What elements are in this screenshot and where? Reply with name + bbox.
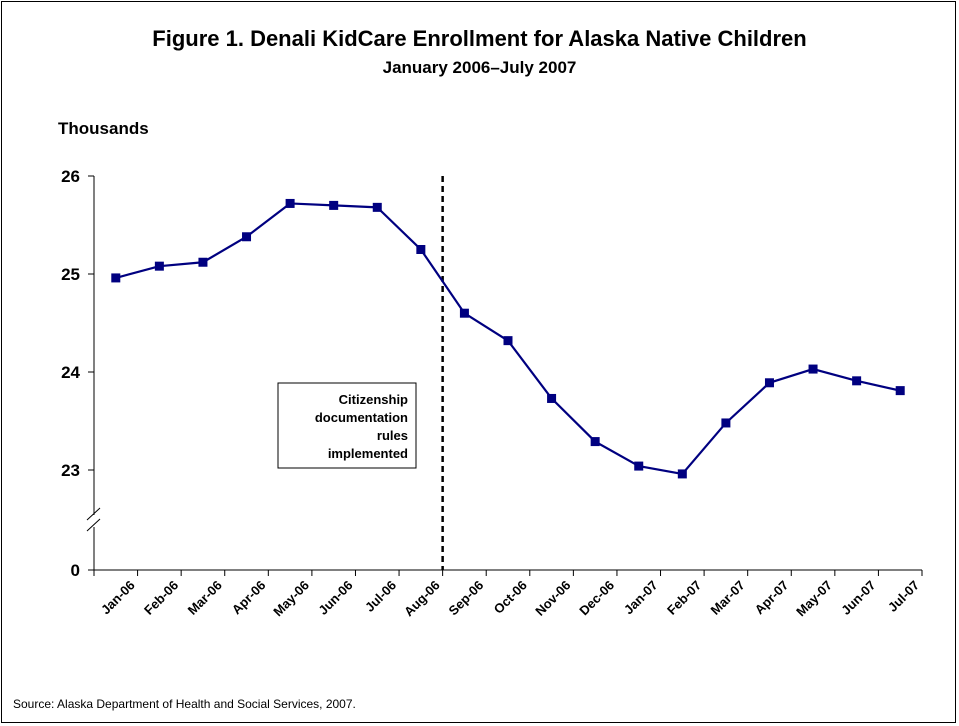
axis-break-mark-lower [86, 518, 101, 532]
y-axis-units-label: Thousands [58, 119, 149, 138]
data-point-marker [808, 364, 818, 374]
data-point-marker [416, 245, 426, 254]
data-point-marker [154, 261, 164, 271]
data-point-marker [764, 378, 774, 388]
x-tick-label: Mar-06 [185, 578, 225, 618]
annotation-text-line: implemented [328, 446, 408, 461]
data-point-marker [503, 336, 513, 346]
x-tick-label: May-07 [793, 578, 835, 620]
x-tick-label: Aug-06 [401, 578, 443, 620]
x-tick-label: Apr-06 [229, 578, 269, 618]
x-tick-label: Dec-06 [576, 578, 617, 619]
x-tick-label: Oct-06 [491, 578, 530, 617]
x-tick-label: Feb-06 [141, 578, 181, 618]
y-tick-label: 26 [61, 167, 80, 186]
x-tick-label: Jan-07 [621, 578, 661, 618]
axis-break-mark-upper [86, 507, 101, 521]
data-point-marker [547, 393, 557, 403]
annotation-text-line: documentation [315, 410, 408, 425]
x-tick-label: May-06 [270, 578, 312, 620]
data-point-marker [329, 200, 339, 210]
data-point-marker [677, 469, 687, 479]
x-tick-label: Jun-07 [838, 578, 878, 618]
data-point-marker [242, 232, 252, 242]
x-tick-label: Sep-06 [446, 578, 487, 619]
data-point-marker [372, 202, 382, 212]
y-tick-label: 23 [61, 461, 80, 480]
data-point-marker [634, 461, 644, 471]
annotation-text-line: Citizenship [339, 392, 408, 407]
x-tick-label: Feb-07 [664, 578, 704, 618]
x-tick-label: Mar-07 [708, 578, 748, 618]
data-point-marker [895, 386, 905, 396]
annotation-text-line: rules [377, 428, 408, 443]
y-tick-label: 0 [71, 561, 80, 580]
data-point-marker [198, 257, 208, 267]
x-tick-label: Apr-07 [752, 578, 792, 618]
x-tick-label: Jun-06 [315, 578, 355, 618]
chart-title: Figure 1. Denali KidCare Enrollment for … [152, 26, 807, 51]
x-tick-label: Nov-06 [532, 578, 573, 619]
annotation-box [277, 382, 417, 469]
y-tick-label: 25 [61, 265, 80, 284]
y-tick-label: 24 [61, 363, 80, 382]
chart-subtitle: January 2006–July 2007 [382, 58, 577, 77]
data-point-marker [852, 376, 862, 386]
data-point-marker [111, 273, 121, 283]
data-point-marker [285, 198, 295, 208]
data-point-marker [459, 308, 469, 318]
data-point-marker [721, 418, 731, 428]
x-tick-label: Jul-06 [362, 578, 399, 615]
data-point-marker [590, 437, 600, 447]
x-tick-label: Jan-06 [98, 578, 138, 618]
source-note: Source: Alaska Department of Health and … [13, 697, 356, 711]
x-tick-label: Jul-07 [885, 578, 922, 615]
